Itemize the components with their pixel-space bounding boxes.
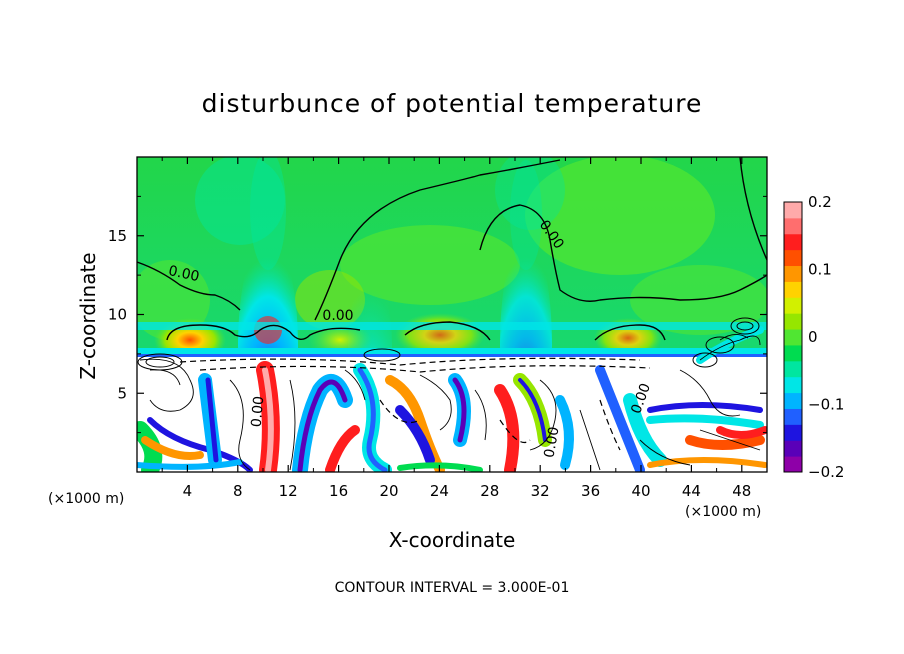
colorbar-segment <box>784 392 802 409</box>
colorbar-segment <box>784 281 802 298</box>
y-tick-label: 5 <box>117 384 127 402</box>
colorbar-segment <box>784 408 802 425</box>
contour-label: 0.00 <box>167 263 201 285</box>
x-tick-label: 24 <box>430 482 449 500</box>
colorbar-segment <box>784 233 802 251</box>
x-tick-label: 16 <box>329 482 348 500</box>
colorbar-segment <box>784 297 802 314</box>
chart-title: disturbunce of potential temperature <box>202 89 703 118</box>
colorbar-segment <box>784 217 802 235</box>
x-unit-right: (×1000 m) <box>685 504 761 520</box>
contour-label: 0.00 <box>249 395 268 427</box>
y-tick-label: 15 <box>108 227 127 245</box>
contour-interval-label: CONTOUR INTERVAL = 3.000E-01 <box>335 580 570 596</box>
colorbar-tick-label: −0.2 <box>808 463 844 481</box>
colorbar-segment <box>784 360 802 378</box>
colorbar-tick-label: 0 <box>808 328 818 346</box>
x-axis: 4 8 12 16 20 24 28 32 36 40 44 48 <box>161 157 751 500</box>
x-tick-label: 4 <box>183 482 193 500</box>
colorbar-segment <box>784 344 802 362</box>
x-tick-label: 36 <box>581 482 600 500</box>
colorbar-segment <box>784 249 802 267</box>
x-axis-label: X-coordinate <box>389 528 516 552</box>
contour-label: 0.00 <box>541 426 562 459</box>
colorbar-tick-label: −0.1 <box>808 396 844 414</box>
colorbar-segment <box>784 376 802 394</box>
contour-label: 0.00 <box>322 308 353 324</box>
colorbar-segment <box>784 440 802 457</box>
colorbar-segment <box>784 329 802 346</box>
colorbar-segment <box>784 424 802 441</box>
y-axis: 5 10 15 <box>108 195 767 434</box>
x-tick-label: 20 <box>379 482 398 500</box>
colorbar-segment <box>784 265 802 282</box>
x-tick-label: 44 <box>682 482 701 500</box>
colorbar-segment <box>784 456 802 473</box>
x-tick-label: 12 <box>279 482 298 500</box>
x-tick-label: 32 <box>531 482 550 500</box>
field-image <box>137 157 767 472</box>
y-axis-label: Z-coordinate <box>76 252 100 379</box>
y-tick-label: 10 <box>108 306 127 324</box>
x-tick-label: 48 <box>732 482 751 500</box>
colorbar-tick-label: 0.1 <box>808 261 832 279</box>
colorbar-segment <box>784 313 802 330</box>
colorbar-tick-label: 0.2 <box>808 193 832 211</box>
x-tick-label: 40 <box>631 482 650 500</box>
x-tick-label: 28 <box>480 482 499 500</box>
colorbar-frame <box>783 201 803 473</box>
colorbar-segment <box>784 202 802 219</box>
colorbar: 0.2 0.1 0 −0.1 −0.2 <box>783 193 844 481</box>
x-unit-left: (×1000 m) <box>48 491 124 507</box>
x-tick-label: 8 <box>233 482 243 500</box>
